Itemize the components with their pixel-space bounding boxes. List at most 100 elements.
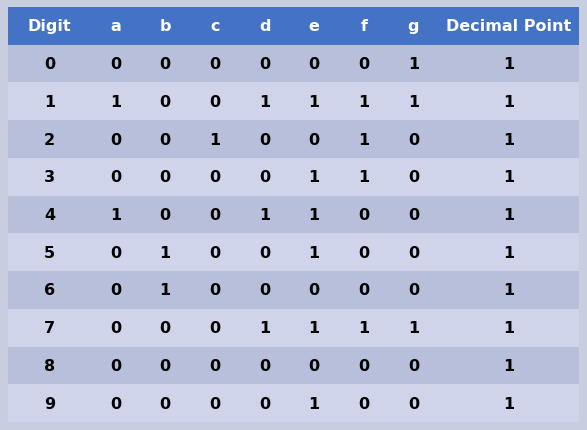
Text: 4: 4 [44,208,55,222]
Bar [140,46,190,83]
Bar [339,159,389,196]
Text: 0: 0 [259,57,270,72]
Bar [190,83,239,121]
Text: 1: 1 [259,208,270,222]
Text: 0: 0 [160,132,171,147]
Text: 1: 1 [210,132,221,147]
Text: b: b [160,19,171,34]
Bar [239,8,289,46]
Text: 0: 0 [408,396,419,411]
Bar [239,309,289,347]
Text: 1: 1 [358,132,369,147]
Bar [91,384,140,422]
Bar [140,196,190,234]
Bar [190,234,239,271]
Text: 5: 5 [44,245,55,260]
Bar [190,121,239,159]
Text: 1: 1 [309,95,320,110]
Bar [339,196,389,234]
Text: 0: 0 [160,95,171,110]
Text: 1: 1 [358,95,369,110]
Text: 0: 0 [210,95,221,110]
Text: 0: 0 [259,358,270,373]
Bar [438,121,579,159]
Bar [239,159,289,196]
Text: 0: 0 [110,283,121,298]
Bar [190,347,239,384]
Bar [8,8,91,46]
Bar [438,347,579,384]
Bar [8,83,91,121]
Text: 9: 9 [44,396,55,411]
Bar [8,234,91,271]
Bar [289,384,339,422]
Text: 0: 0 [110,396,121,411]
Bar [339,234,389,271]
Bar [91,83,140,121]
Bar [8,196,91,234]
Bar [239,46,289,83]
Text: 0: 0 [110,170,121,185]
Bar [239,196,289,234]
Bar [8,384,91,422]
Text: 1: 1 [408,320,419,335]
Bar [389,159,438,196]
Bar [91,271,140,309]
Bar [140,347,190,384]
Text: 1: 1 [503,245,514,260]
Bar [140,309,190,347]
Bar [91,196,140,234]
Text: 0: 0 [259,132,270,147]
Text: 0: 0 [210,170,221,185]
Bar [389,234,438,271]
Bar [190,8,239,46]
Bar [289,196,339,234]
Bar [438,384,579,422]
Text: 0: 0 [358,283,369,298]
Text: e: e [309,19,320,34]
Bar [438,8,579,46]
Text: 0: 0 [408,132,419,147]
Bar [339,309,389,347]
Bar [339,83,389,121]
Text: 0: 0 [309,283,320,298]
Text: Digit: Digit [28,19,71,34]
Bar [438,83,579,121]
Bar [289,309,339,347]
Text: 1: 1 [160,245,171,260]
Bar [289,83,339,121]
Text: f: f [360,19,367,34]
Bar [438,159,579,196]
Bar [8,309,91,347]
Bar [190,46,239,83]
Bar [91,8,140,46]
Bar [8,159,91,196]
Text: 0: 0 [358,57,369,72]
Bar [91,234,140,271]
Text: 0: 0 [408,358,419,373]
Text: 8: 8 [44,358,55,373]
Text: 1: 1 [503,358,514,373]
Bar [91,347,140,384]
Text: 0: 0 [358,245,369,260]
Bar [239,384,289,422]
Text: 1: 1 [503,170,514,185]
Text: 0: 0 [408,245,419,260]
Bar [438,309,579,347]
Text: 0: 0 [309,57,320,72]
Bar [438,196,579,234]
Text: Decimal Point: Decimal Point [446,19,571,34]
Text: 1: 1 [160,283,171,298]
Text: 1: 1 [503,208,514,222]
Bar [339,347,389,384]
Bar [91,121,140,159]
Text: 1: 1 [358,170,369,185]
Bar [140,83,190,121]
Bar [438,271,579,309]
Text: 0: 0 [44,57,55,72]
Text: 1: 1 [110,95,121,110]
Text: 0: 0 [110,245,121,260]
Bar [239,234,289,271]
Bar [389,384,438,422]
Text: 1: 1 [503,320,514,335]
